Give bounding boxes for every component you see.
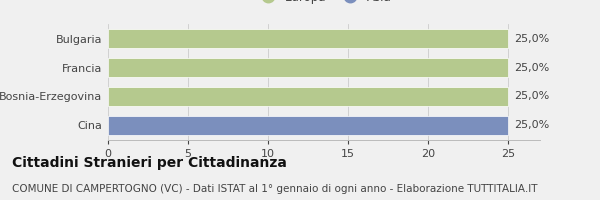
Text: 25,0%: 25,0% <box>514 91 550 101</box>
Bar <box>108 29 508 48</box>
Bar <box>108 87 508 106</box>
Bar <box>108 116 508 135</box>
Text: 25,0%: 25,0% <box>514 34 550 44</box>
Text: COMUNE DI CAMPERTOGNO (VC) - Dati ISTAT al 1° gennaio di ogni anno - Elaborazion: COMUNE DI CAMPERTOGNO (VC) - Dati ISTAT … <box>12 184 538 194</box>
Text: Cittadini Stranieri per Cittadinanza: Cittadini Stranieri per Cittadinanza <box>12 156 287 170</box>
Text: 25,0%: 25,0% <box>514 63 550 73</box>
Bar <box>108 58 508 77</box>
Text: 25,0%: 25,0% <box>514 120 550 130</box>
Legend: Europa, Asia: Europa, Asia <box>252 0 396 8</box>
